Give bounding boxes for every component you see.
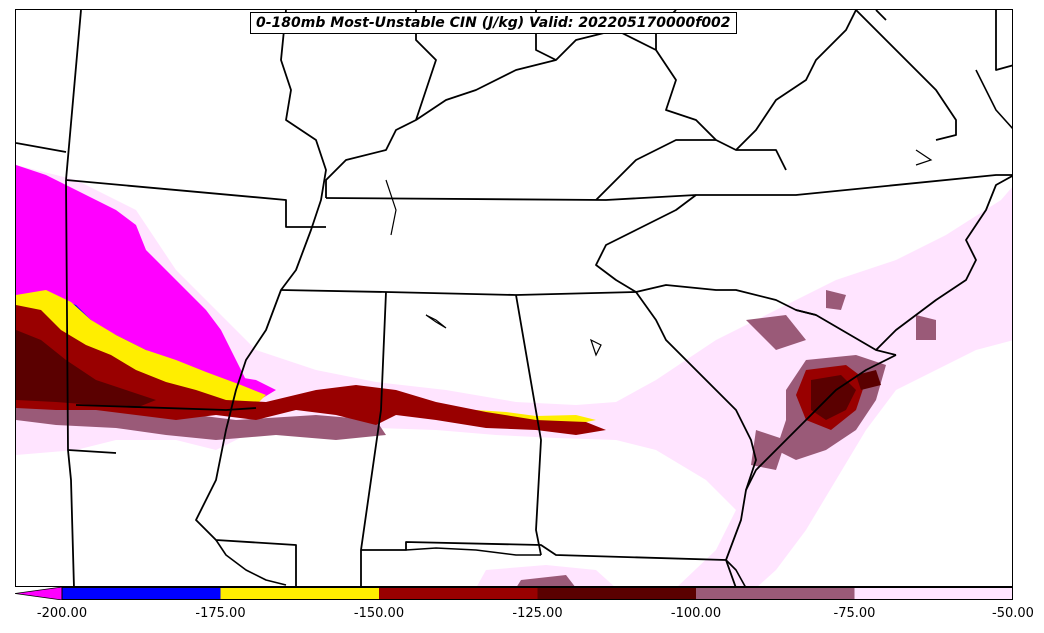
colorbar-segment	[220, 587, 379, 600]
colorbar-tick-label: -125.00	[512, 606, 563, 621]
colorbar-segment	[537, 587, 696, 600]
colorbar-border	[61, 587, 1013, 600]
colorbar-tick-label: -50.00	[992, 606, 1034, 621]
colorbar-segment	[379, 587, 538, 600]
colorbar	[15, 587, 1013, 600]
coastline	[215, 69, 1012, 586]
colorbar-tick-label: -175.00	[195, 606, 246, 621]
colorbar-under-extension	[15, 587, 63, 600]
cin-fill-125-100	[16, 330, 881, 420]
cin-fill-75-50	[16, 165, 1012, 586]
colorbar-segment	[696, 587, 855, 600]
colorbar-tick-label: -75.00	[833, 606, 876, 621]
colorbar-segment	[854, 587, 1013, 600]
colorbar-tick-label: -150.00	[353, 606, 405, 621]
colorbar-tick-label: -100.00	[670, 606, 722, 621]
colorbar-tick-label: -200.00	[36, 606, 88, 621]
map-panel	[15, 9, 1013, 587]
state-boundaries	[16, 10, 1012, 586]
lakes	[385, 149, 933, 357]
map-canvas	[16, 10, 1012, 586]
map-title: 0-180mb Most-Unstable CIN (J/kg) Valid: …	[250, 12, 737, 34]
colorbar-segment	[62, 587, 221, 600]
